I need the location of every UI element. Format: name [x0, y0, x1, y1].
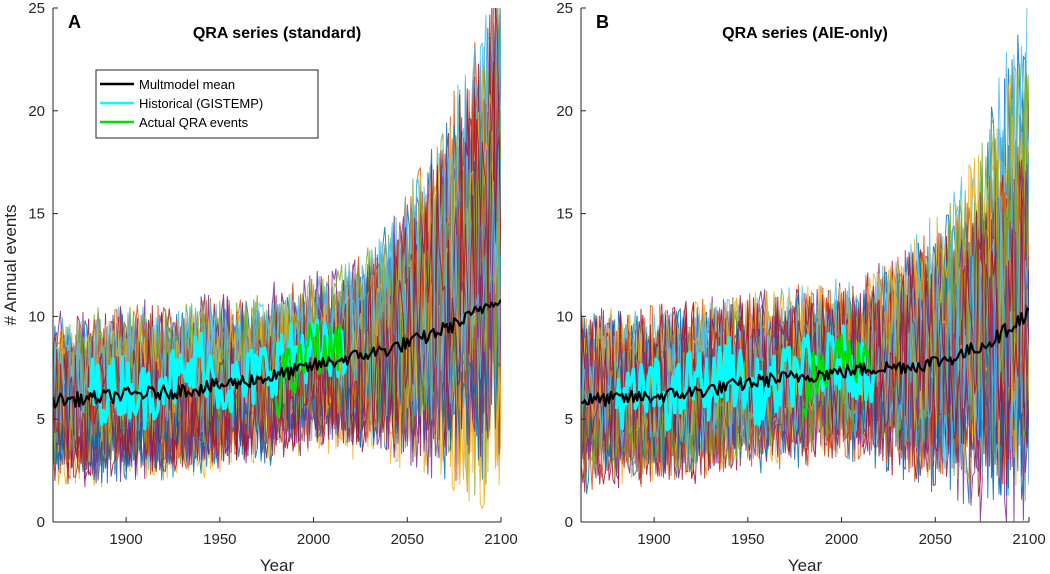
x-tick-label: 1950 — [203, 531, 236, 548]
y-tick-label: 5 — [37, 411, 45, 428]
actual-qra-events-line — [274, 322, 343, 418]
plot-area — [53, 8, 501, 510]
panel-label: B — [596, 12, 609, 32]
multimodel-mean-line — [581, 307, 1029, 408]
panel-a: 0 5 10 15 20 25 1900 1950 2000 2050 2100 Year # Annu… — [1, 0, 518, 574]
y-tick-label: 15 — [28, 206, 45, 223]
ensemble-member-line — [581, 189, 1029, 486]
actual-qra-events-line — [802, 333, 871, 419]
plot-area — [581, 8, 1029, 522]
x-tick-label: 2100 — [1012, 531, 1045, 548]
y-tick-label: 0 — [37, 514, 45, 531]
ensemble-member-line — [581, 159, 1029, 473]
x-tick-label: 2050 — [919, 531, 952, 548]
x-tick-label: 1900 — [109, 531, 142, 548]
multimodel-mean-line — [53, 299, 501, 409]
y-tick-label: 15 — [556, 206, 573, 223]
historical-gistemp-line — [614, 324, 877, 432]
y-tick-label: 10 — [556, 308, 573, 325]
y-tick-label: 25 — [28, 0, 45, 17]
panel-title: QRA series (standard) — [193, 25, 361, 42]
panel-b: 0 5 10 15 20 25 1900 1950 2000 2050 2100 Year B QRA s… — [556, 0, 1045, 574]
x-tick-label: 2000 — [297, 531, 330, 548]
legend-entry: Multmodel mean — [139, 77, 235, 92]
y-tick-label: 0 — [565, 514, 573, 531]
y-tick-label: 5 — [565, 411, 573, 428]
x-tick-label: 1900 — [637, 531, 670, 548]
x-tick-label: 1950 — [731, 531, 764, 548]
legend-entry: Actual QRA events — [139, 115, 249, 130]
legend: Multmodel mean Historical (GISTEMP) Actual… — [95, 69, 319, 139]
x-axis-label: Year — [788, 556, 823, 574]
x-axis-label: Year — [260, 556, 295, 574]
x-tick-label: 2100 — [484, 531, 517, 548]
panel-title: QRA series (AIE-only) — [722, 25, 888, 42]
y-tick-label: 10 — [28, 308, 45, 325]
x-tick-label: 2000 — [825, 531, 858, 548]
x-tick-label: 2050 — [391, 531, 424, 548]
legend-entry: Historical (GISTEMP) — [139, 96, 263, 111]
y-tick-label: 25 — [556, 0, 573, 17]
y-tick-label: 20 — [28, 103, 45, 120]
ensemble-member-line — [53, 61, 501, 471]
y-axis-label: # Annual events — [1, 205, 20, 326]
panel-label: A — [68, 12, 81, 32]
y-tick-label: 20 — [556, 103, 573, 120]
